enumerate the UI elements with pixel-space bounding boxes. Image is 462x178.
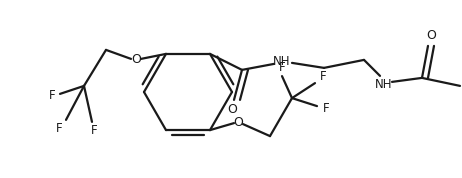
Text: O: O	[131, 53, 141, 66]
Text: F: F	[49, 89, 55, 102]
Text: O: O	[426, 29, 436, 42]
Text: F: F	[320, 70, 326, 83]
Text: F: F	[322, 102, 329, 115]
Text: NH: NH	[273, 55, 291, 68]
Text: F: F	[279, 61, 286, 74]
Text: F: F	[56, 122, 62, 135]
Text: NH: NH	[375, 78, 393, 91]
Text: O: O	[233, 116, 243, 129]
Text: F: F	[91, 124, 97, 137]
Text: O: O	[227, 103, 237, 116]
